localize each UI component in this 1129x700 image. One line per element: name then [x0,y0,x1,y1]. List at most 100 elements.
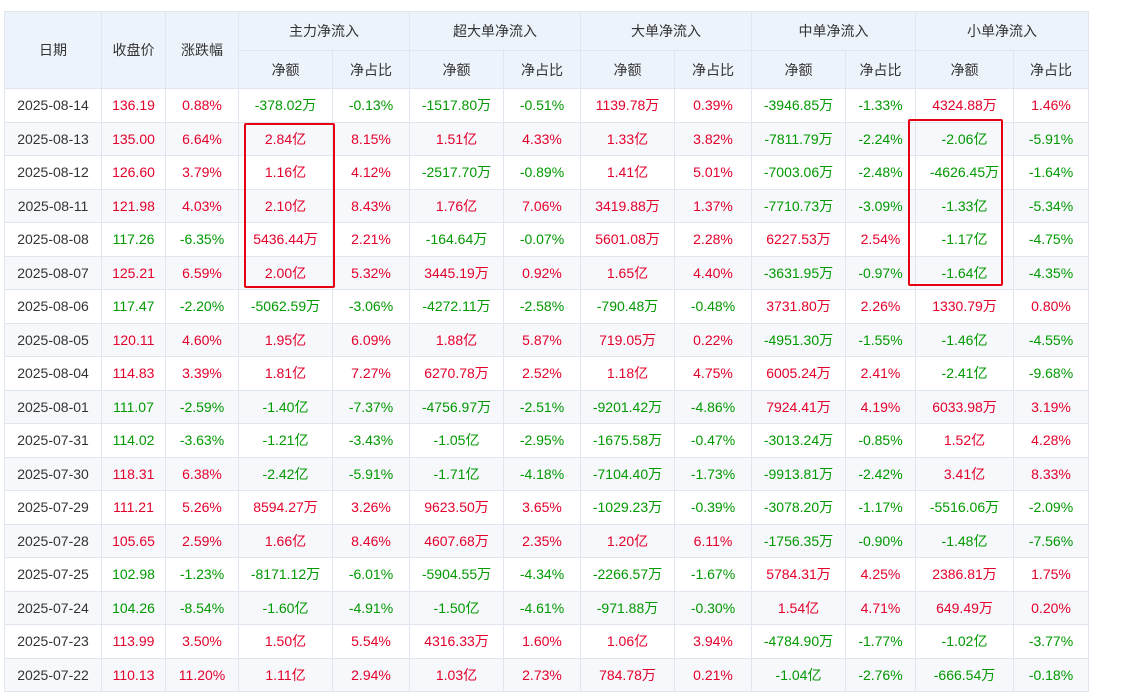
net-amount-cell: 649.49万 [915,590,1014,625]
net-ratio-cell: -2.48% [845,155,916,190]
net-ratio-cell: -0.47% [674,423,752,458]
header-change[interactable]: 涨跌幅 [165,11,239,89]
net-amount-cell: -2.41亿 [915,356,1014,391]
net-amount-cell: 2386.81万 [915,557,1014,592]
net-amount-cell: 5601.08万 [580,222,675,257]
net-amount-cell: -9201.42万 [580,389,675,424]
net-ratio-cell: -5.34% [1013,188,1089,223]
change-pct-cell: -6.35% [165,222,239,257]
net-ratio-cell: -6.01% [332,557,410,592]
date-cell: 2025-08-07 [4,255,102,290]
net-amount-cell: -7104.40万 [580,456,675,491]
net-ratio-cell: -4.18% [503,456,581,491]
net-amount-cell: -1.64亿 [915,255,1014,290]
net-amount-cell: 1.81亿 [238,356,333,391]
net-ratio-cell: -2.42% [845,456,916,491]
net-amount-cell: -8171.12万 [238,557,333,592]
subheader-ratio[interactable]: 净占比 [1013,50,1089,89]
close-price-cell: 111.07 [101,389,166,424]
net-ratio-cell: 8.43% [332,188,410,223]
table-row: 2025-07-31 114.02 -3.63% -1.21亿 -3.43% -1.05亿… [4,423,1089,458]
net-ratio-cell: -0.85% [845,423,916,458]
net-amount-cell: -1.05亿 [409,423,504,458]
subheader-amount[interactable]: 净额 [238,50,333,89]
net-ratio-cell: 3.94% [674,624,752,659]
subheader-amount[interactable]: 净额 [751,50,846,89]
net-amount-cell: 1.66亿 [238,523,333,558]
close-price-cell: 126.60 [101,155,166,190]
net-amount-cell: 784.78万 [580,657,675,692]
net-amount-cell: 4324.88万 [915,88,1014,123]
change-pct-cell: -1.23% [165,557,239,592]
net-amount-cell: -1.21亿 [238,423,333,458]
net-amount-cell: 1.65亿 [580,255,675,290]
net-ratio-cell: -0.90% [845,523,916,558]
subheader-amount[interactable]: 净额 [409,50,504,89]
net-ratio-cell: 1.46% [1013,88,1089,123]
net-ratio-cell: 2.94% [332,657,410,692]
change-pct-cell: 6.38% [165,456,239,491]
close-price-cell: 114.02 [101,423,166,458]
table-row: 2025-07-28 105.65 2.59% 1.66亿 8.46% 4607.68万 2… [4,523,1089,558]
header-close[interactable]: 收盘价 [101,11,166,89]
net-amount-cell: 9623.50万 [409,490,504,525]
date-cell: 2025-08-06 [4,289,102,324]
net-amount-cell: 1.88亿 [409,322,504,357]
table-row: 2025-07-22 110.13 11.20% 1.11亿 2.94% 1.03亿 2.7… [4,657,1089,692]
net-amount-cell: -2517.70万 [409,155,504,190]
net-amount-cell: -2.06亿 [915,121,1014,156]
change-pct-cell: -8.54% [165,590,239,625]
net-amount-cell: -164.64万 [409,222,504,257]
net-amount-cell: -790.48万 [580,289,675,324]
change-pct-cell: 2.59% [165,523,239,558]
date-cell: 2025-08-08 [4,222,102,257]
net-amount-cell: -1675.58万 [580,423,675,458]
subheader-amount[interactable]: 净额 [915,50,1014,89]
date-cell: 2025-07-25 [4,557,102,592]
net-ratio-cell: 8.15% [332,121,410,156]
net-ratio-cell: -4.55% [1013,322,1089,357]
date-cell: 2025-07-23 [4,624,102,659]
table-row: 2025-08-04 114.83 3.39% 1.81亿 7.27% 6270.78万 2… [4,356,1089,391]
table-row: 2025-07-25 102.98 -1.23% -8171.12万 -6.01% -59… [4,557,1089,592]
date-cell: 2025-07-29 [4,490,102,525]
net-ratio-cell: 5.54% [332,624,410,659]
table-row: 2025-08-14 136.19 0.88% -378.02万 -0.13% -1517… [4,88,1089,123]
net-ratio-cell: 2.73% [503,657,581,692]
header-medium-inflow: 中单净流入 [751,11,916,51]
subheader-ratio[interactable]: 净占比 [503,50,581,89]
net-amount-cell: -1.04亿 [751,657,846,692]
net-amount-cell: -1756.35万 [751,523,846,558]
subheader-ratio[interactable]: 净占比 [674,50,752,89]
net-ratio-cell: 2.54% [845,222,916,257]
net-ratio-cell: -1.55% [845,322,916,357]
net-ratio-cell: 5.87% [503,322,581,357]
table-row: 2025-08-08 117.26 -6.35% 5436.44万 2.21% -164.… [4,222,1089,257]
net-ratio-cell: -3.06% [332,289,410,324]
net-amount-cell: -666.54万 [915,657,1014,692]
net-ratio-cell: -0.13% [332,88,410,123]
net-amount-cell: -3078.20万 [751,490,846,525]
net-amount-cell: -378.02万 [238,88,333,123]
net-ratio-cell: 0.21% [674,657,752,692]
header-date[interactable]: 日期 [4,11,102,89]
net-amount-cell: -3946.85万 [751,88,846,123]
net-amount-cell: 2.00亿 [238,255,333,290]
subheader-amount[interactable]: 净额 [580,50,675,89]
table-row: 2025-08-13 135.00 6.64% 2.84亿 8.15% 1.51亿 4.33… [4,121,1089,156]
net-amount-cell: -1.46亿 [915,322,1014,357]
close-price-cell: 135.00 [101,121,166,156]
net-amount-cell: 3731.80万 [751,289,846,324]
net-amount-cell: 1.95亿 [238,322,333,357]
net-ratio-cell: -4.61% [503,590,581,625]
change-pct-cell: 6.59% [165,255,239,290]
net-ratio-cell: -1.67% [674,557,752,592]
subheader-ratio[interactable]: 净占比 [845,50,916,89]
net-amount-cell: -7003.06万 [751,155,846,190]
change-pct-cell: 6.64% [165,121,239,156]
net-amount-cell: 6033.98万 [915,389,1014,424]
subheader-ratio[interactable]: 净占比 [332,50,410,89]
net-ratio-cell: -5.91% [332,456,410,491]
net-amount-cell: 6270.78万 [409,356,504,391]
net-amount-cell: -2266.57万 [580,557,675,592]
